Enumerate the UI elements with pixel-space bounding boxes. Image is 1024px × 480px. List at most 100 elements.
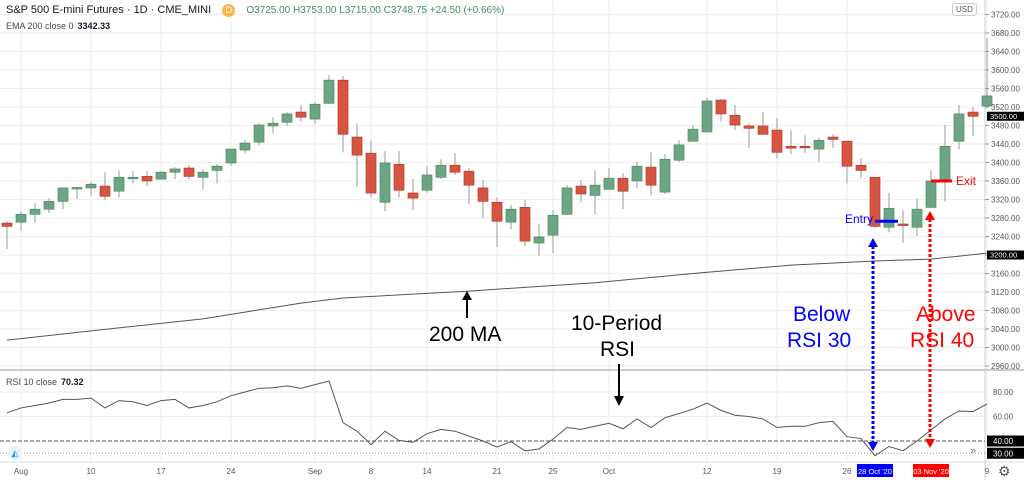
candle-up [687,128,699,142]
candle-up [85,183,97,189]
settings-gear-icon[interactable]: ⚙ [998,463,1011,479]
price-tick-label: 3680.00 [991,29,1020,38]
candle-up [911,208,923,228]
time-label: 10 [87,467,96,476]
above-rsi-arrow-head-up [925,211,935,220]
ema-label: EMA 200 close 0 [6,21,74,31]
chart-legend: S&P 500 E-mini Futures · 1D · CME_MINI D… [6,4,504,17]
price-tick-label: 3560.00 [991,85,1020,94]
candle-down [841,140,853,167]
candle-down [365,152,377,194]
time-label: Aug [14,467,28,476]
candle-up [281,113,293,123]
candle-up [379,162,391,203]
time-label: 9 [985,467,990,476]
rsi-annotation-line1: 10-Period [571,312,663,335]
candle-down [463,170,475,186]
candle-up [925,180,937,208]
candle-up [43,201,55,210]
candle-up [939,145,951,181]
candle-down [771,129,783,153]
below-rsi-arrow-head-down [868,442,878,451]
candle-up [225,148,237,164]
ema-line [6,252,988,341]
delayed-badge: D [222,4,236,17]
ma-arrow-head [462,291,472,300]
price-tick-label: 3240.00 [991,233,1020,242]
candle-up [169,168,181,173]
candle-up [421,174,433,191]
rsi-label: RSI 10 close [6,377,58,387]
candle-up [15,213,27,223]
candle-up [253,124,265,143]
ohlc-values: O3725.00 H3753.00 L3715.00 C3748.75 +24.… [246,5,505,16]
time-label: 14 [423,467,432,476]
price-tick-label: 3640.00 [991,48,1020,57]
rsi-line [6,380,988,457]
price-tick-label: 3320.00 [991,196,1020,205]
candle-down [351,136,363,156]
candle-down [897,223,909,226]
ma-annotation: 200 MA [429,323,502,346]
candle-down [449,164,461,173]
price-tick-label: 3280.00 [991,214,1020,223]
candle-down [183,167,195,177]
candle-up [701,100,713,133]
symbol-title[interactable]: S&P 500 E-mini Futures · 1D · CME_MINI [6,4,212,16]
candle-down [967,111,979,117]
candle-up [127,176,139,180]
rsi-tag-label: 30.00 [993,449,1014,458]
candle-down [799,145,811,149]
price-tag [987,111,1024,121]
candle-down [295,111,307,118]
above-annotation-line1: Above [916,303,976,326]
currency-label[interactable]: USD [952,3,977,16]
rsi-pane [0,380,988,457]
candle-down [407,192,419,199]
candle-down [729,114,741,126]
time-label: 24 [227,467,236,476]
time-label: 26 [843,467,852,476]
candle-up [239,142,251,151]
candle-up [197,171,209,178]
candle-down [645,166,657,186]
candle-down [519,207,531,242]
price-tick-label: 3440.00 [991,140,1020,149]
rsi-tick-label: 60.00 [993,413,1014,422]
price-tick-label: 3480.00 [991,122,1020,131]
axes[interactable]: 3720.00 3680.00 3640.00 3600.00 3560.00 3520.… [14,11,1024,478]
candle-up [561,187,573,215]
candle-up [113,176,125,192]
rsi-legend[interactable]: RSI 10 close 70.32 [6,377,84,387]
candle-up [659,158,671,193]
candle-up [309,103,321,120]
scroll-to-realtime-icon[interactable]: » [970,445,977,457]
candle-up [435,164,447,178]
ema-200-line [6,252,988,341]
candle-down [1,222,13,227]
price-tag-label: 3500.00 [990,112,1017,121]
candle-down [715,99,727,115]
candle-down [575,185,587,195]
below-annotation-line1: Below [793,303,851,326]
date-tag-label: 28 Oct '20 [858,467,892,476]
time-label: 21 [493,467,502,476]
rsi-tag [987,435,1024,447]
tradingview-logo-icon[interactable]: ◭ [8,446,22,460]
candle-down [477,187,489,202]
candle-down [617,177,629,192]
candle-up [71,187,83,190]
candle-up [29,208,41,215]
price-tick-label: 2960.00 [991,362,1020,371]
candle-up [547,214,559,236]
price-tick-label: 3080.00 [991,307,1020,316]
candle-down [757,125,769,135]
candles [1,38,993,256]
price-tick-label: 3160.00 [991,270,1020,279]
rsi-tag [987,447,1024,459]
below-rsi-arrow-head-up [868,238,878,247]
candle-up [155,171,167,180]
ema-legend[interactable]: EMA 200 close 0 3342.33 [6,21,110,31]
